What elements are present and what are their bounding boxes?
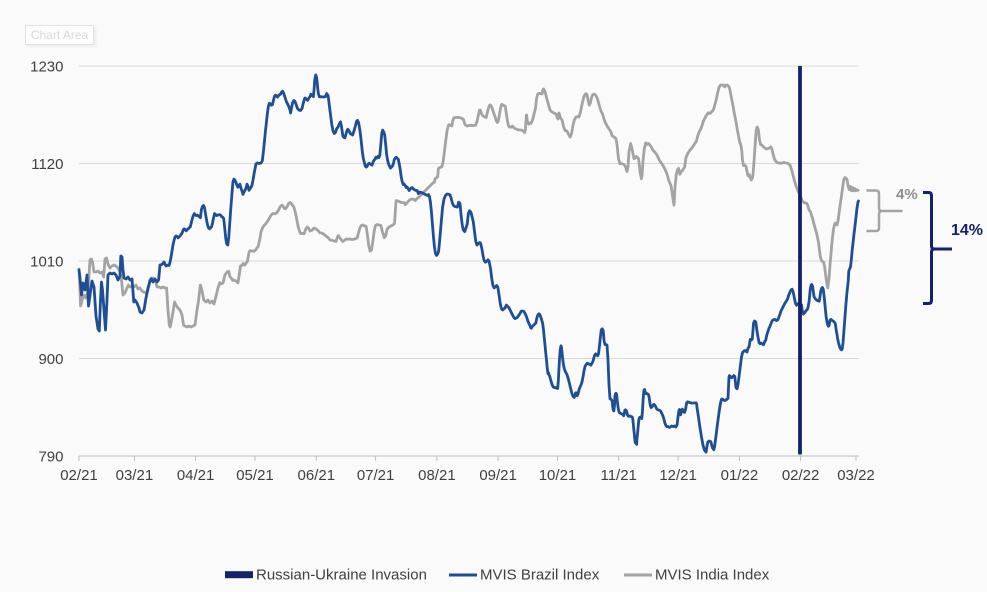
- svg-text:10/21: 10/21: [539, 467, 577, 484]
- svg-text:11/21: 11/21: [600, 467, 636, 484]
- svg-text:1230: 1230: [30, 59, 63, 76]
- svg-text:MVIS India Index: MVIS India Index: [655, 567, 770, 584]
- svg-text:05/21: 05/21: [236, 467, 274, 484]
- svg-text:03/22: 03/22: [837, 467, 875, 484]
- svg-text:02/21: 02/21: [60, 467, 98, 484]
- svg-text:790: 790: [38, 449, 63, 466]
- svg-text:04/21: 04/21: [177, 467, 215, 484]
- svg-text:1120: 1120: [31, 156, 63, 173]
- svg-text:MVIS Brazil Index: MVIS Brazil Index: [480, 567, 600, 584]
- svg-text:02/22: 02/22: [782, 467, 820, 484]
- svg-text:01/22: 01/22: [721, 467, 759, 484]
- svg-text:12/21: 12/21: [659, 467, 697, 484]
- svg-text:09/21: 09/21: [479, 467, 517, 484]
- svg-text:08/21: 08/21: [418, 467, 456, 484]
- svg-text:07/21: 07/21: [357, 467, 395, 484]
- svg-text:4%: 4%: [896, 186, 918, 203]
- svg-text:03/21: 03/21: [116, 467, 154, 484]
- svg-text:06/21: 06/21: [298, 467, 336, 484]
- svg-text:900: 900: [38, 351, 63, 368]
- svg-text:1010: 1010: [30, 254, 63, 271]
- svg-text:14%: 14%: [951, 222, 983, 239]
- svg-text:Russian-Ukraine Invasion: Russian-Ukraine Invasion: [256, 567, 427, 584]
